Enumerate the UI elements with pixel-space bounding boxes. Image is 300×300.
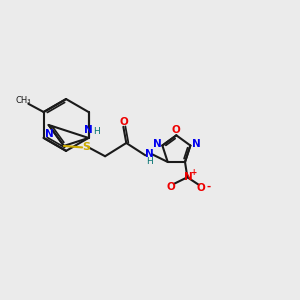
Text: N: N (84, 125, 93, 135)
Text: N: N (192, 139, 201, 149)
Text: N: N (145, 149, 154, 159)
Text: O: O (196, 183, 205, 193)
Text: H: H (146, 157, 153, 166)
Text: N: N (184, 172, 193, 182)
Text: N: N (153, 139, 162, 149)
Text: S: S (82, 142, 90, 152)
Text: O: O (166, 182, 175, 192)
Text: H: H (93, 127, 100, 136)
Text: CH₃: CH₃ (15, 96, 31, 105)
Text: +: + (190, 168, 196, 177)
Text: O: O (120, 117, 128, 128)
Text: -: - (207, 182, 211, 192)
Text: O: O (172, 125, 181, 135)
Text: N: N (45, 129, 54, 139)
